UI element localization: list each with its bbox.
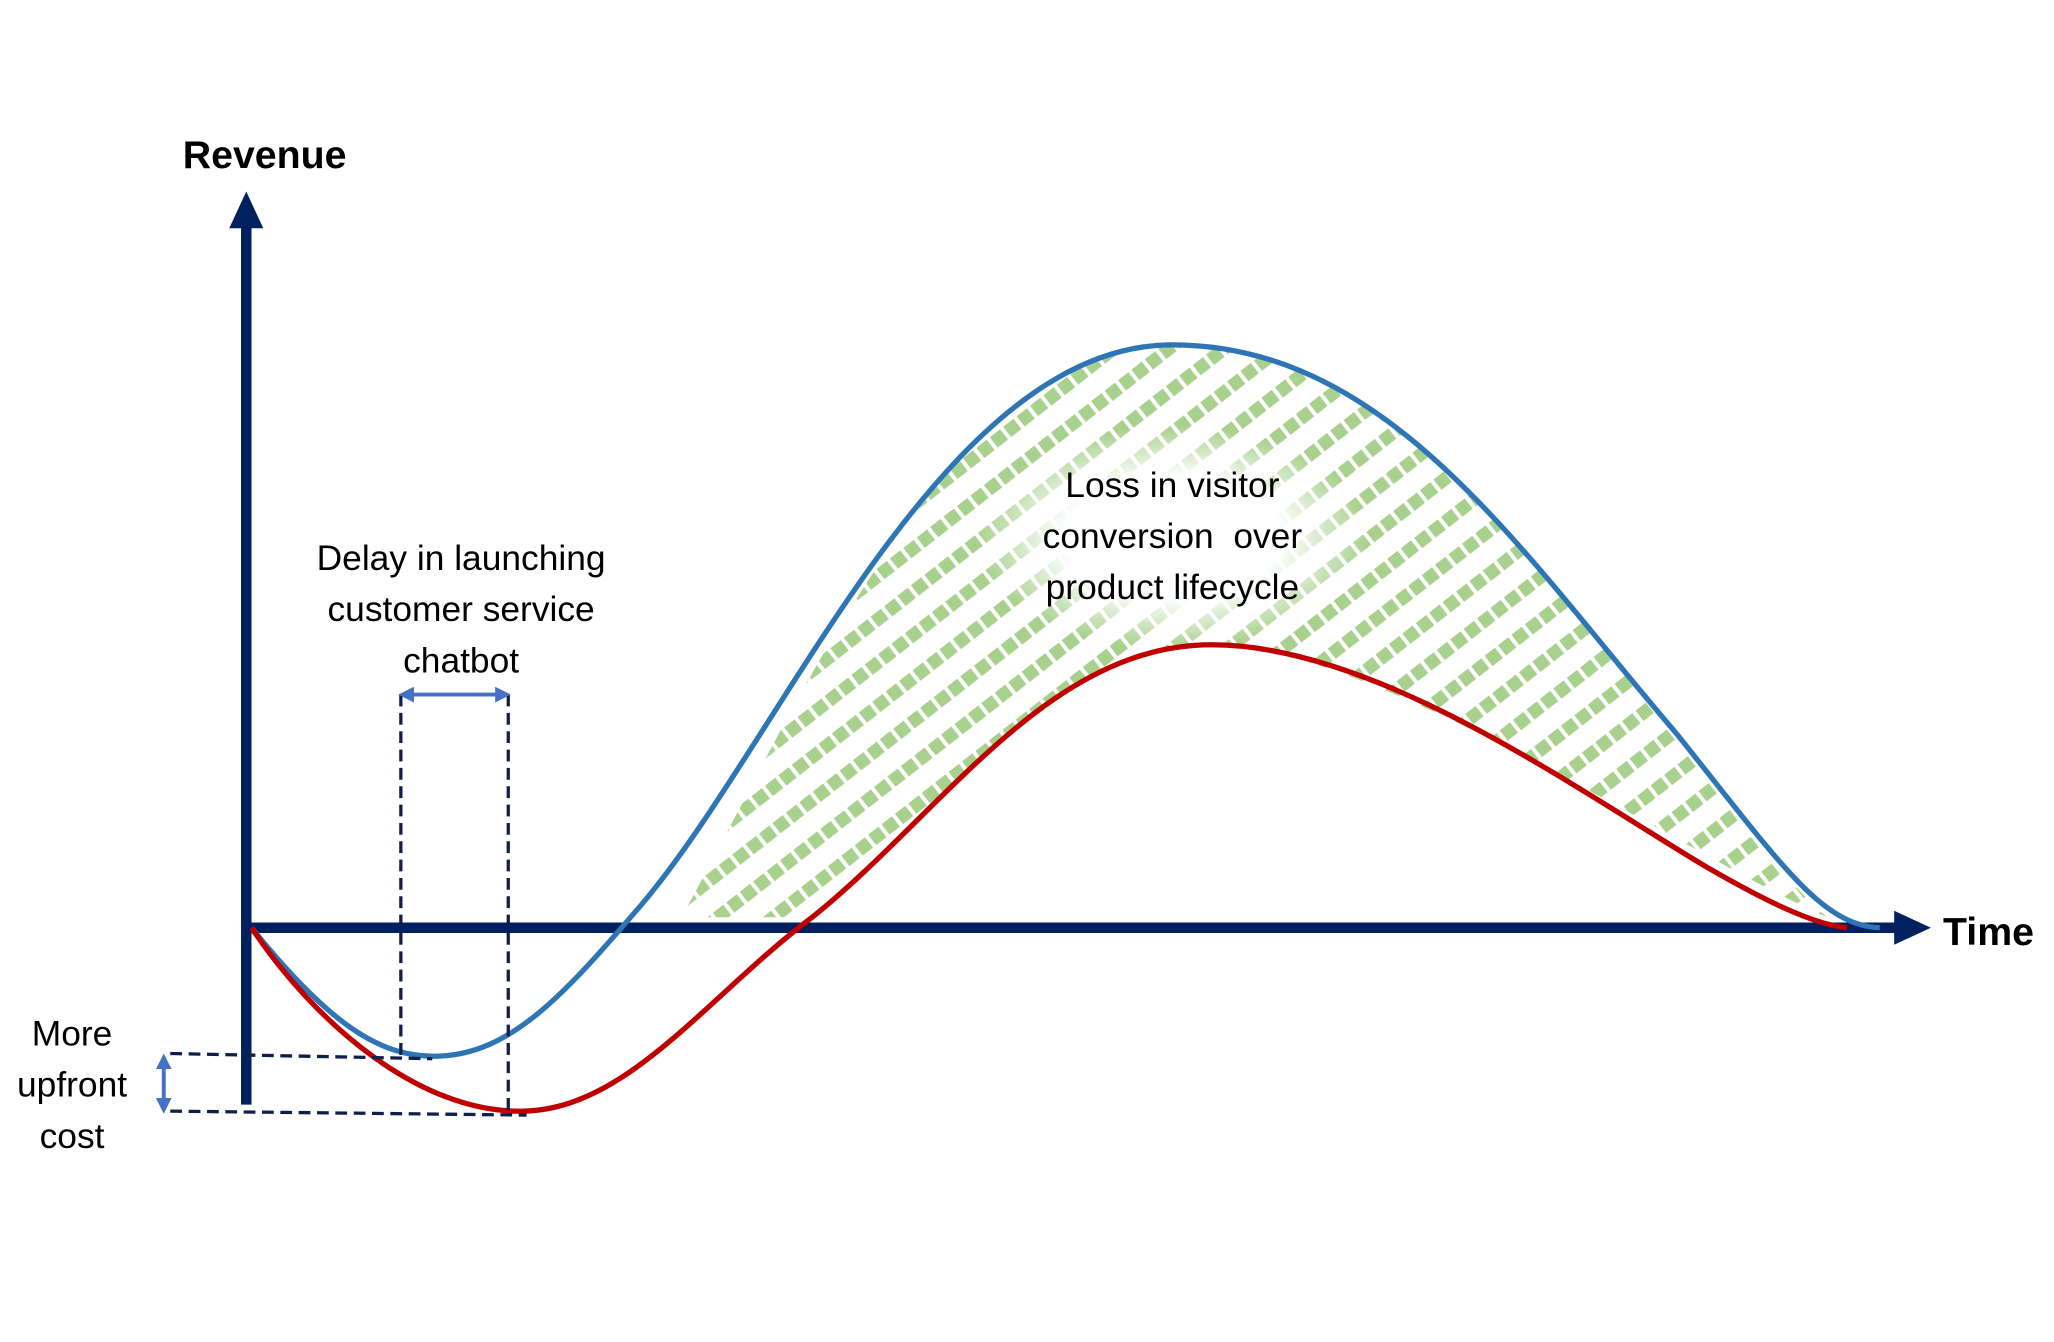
- loss-label: conversion over: [1043, 517, 1303, 556]
- cost-label: upfront: [17, 1066, 127, 1105]
- cost-guide: [170, 1109, 527, 1117]
- delay-label: chatbot: [403, 641, 519, 680]
- delay-label: Delay in launching: [317, 539, 606, 578]
- revenue-curve-delayed: [249, 642, 1848, 1114]
- cost-label: cost: [40, 1117, 105, 1156]
- loss-label: product lifecycle: [1046, 568, 1300, 607]
- revenue-curve-with-chatbot: [249, 342, 1880, 1059]
- loss-label: Loss in visitor: [1065, 466, 1279, 505]
- cost-guide: [170, 1051, 433, 1061]
- label-halo: [975, 426, 1369, 649]
- x-axis-arrow: [1894, 910, 1931, 945]
- y-axis-arrow: [229, 191, 264, 229]
- cost-label: More: [32, 1015, 113, 1054]
- x-axis-label: Time: [1943, 910, 2034, 954]
- delay-label: customer service: [327, 590, 594, 629]
- y-axis-label: Revenue: [183, 133, 347, 177]
